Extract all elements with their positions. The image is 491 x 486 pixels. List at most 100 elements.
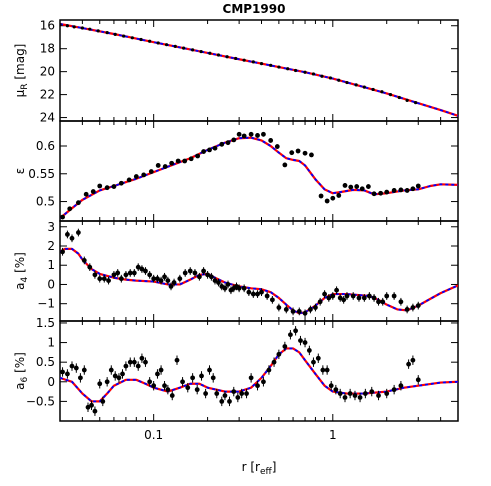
data-point	[111, 272, 117, 278]
data-point	[259, 289, 264, 295]
data-point	[165, 387, 171, 393]
y-tick-label: 0.55	[28, 167, 55, 181]
model-curve-blue	[60, 23, 458, 117]
data-point	[169, 160, 175, 166]
data-point	[391, 293, 397, 299]
data-point	[212, 145, 218, 151]
y-tick-label: −1	[37, 297, 55, 311]
data-point	[214, 391, 220, 396]
data-point	[104, 379, 110, 385]
panel-a4: −1 0 1 2 3 a4 [%]	[13, 220, 459, 322]
data-point	[259, 62, 264, 66]
data-point	[155, 163, 161, 168]
data-point	[131, 359, 137, 365]
data-point	[342, 395, 348, 400]
data-point	[158, 278, 164, 284]
data-point	[219, 398, 225, 404]
data-point	[78, 375, 83, 381]
panel-eps: 0.5 0.55 0.6 ε	[13, 120, 459, 222]
model-curve-red	[60, 136, 458, 220]
data-point	[96, 29, 100, 33]
data-point	[97, 183, 103, 189]
data-point	[242, 58, 246, 62]
data-point	[81, 367, 87, 373]
data-point	[227, 398, 232, 404]
data-point	[235, 395, 241, 400]
data-point	[277, 65, 281, 69]
data-point	[106, 278, 111, 284]
data-point	[139, 266, 145, 272]
data-point	[352, 393, 358, 398]
data-point	[97, 276, 103, 282]
data-point	[222, 285, 228, 291]
panel-muR: 16 18 20 22 24 μR [mag]	[13, 19, 459, 125]
data-point	[341, 297, 347, 303]
data-point	[371, 191, 377, 197]
data-point	[118, 276, 124, 282]
data-point	[342, 183, 348, 188]
data-point	[334, 287, 339, 293]
data-point	[354, 184, 360, 189]
y-tick-label: 1	[47, 258, 55, 272]
data-point	[302, 340, 308, 345]
data-point	[290, 308, 296, 314]
model-curve-red	[60, 247, 458, 315]
data-point	[182, 158, 188, 164]
data-point	[67, 206, 73, 212]
data-point	[87, 264, 93, 270]
y-axis-label-rest: [mag]	[13, 44, 27, 84]
data-point	[65, 24, 70, 28]
data-point	[348, 184, 354, 190]
data-point	[398, 383, 404, 389]
data-point	[162, 164, 168, 169]
data-point	[231, 137, 237, 143]
data-point	[269, 297, 275, 303]
data-point	[143, 268, 148, 274]
data-point	[380, 90, 384, 94]
data-point	[322, 291, 327, 297]
data-point	[415, 183, 421, 189]
data-point	[324, 367, 330, 373]
data-point	[173, 44, 177, 48]
data-point	[168, 283, 174, 289]
data-point	[135, 264, 141, 270]
data-point	[244, 391, 249, 396]
x-tick-label: 1	[329, 428, 337, 442]
data-point	[156, 41, 160, 45]
data-point	[326, 295, 332, 301]
data-point	[289, 150, 295, 156]
data-point	[317, 299, 323, 305]
data-point	[380, 299, 386, 305]
data-point	[201, 149, 206, 154]
data-point	[251, 60, 255, 64]
data-point	[60, 214, 65, 220]
data-point	[216, 280, 221, 285]
data-point	[83, 191, 89, 197]
data-point	[384, 189, 390, 195]
data-point	[191, 48, 195, 52]
data-point	[404, 307, 410, 312]
data-point	[250, 291, 256, 297]
data-point	[308, 307, 313, 312]
data-point	[190, 375, 196, 381]
data-point	[337, 78, 341, 82]
data-point	[216, 53, 221, 57]
data-point	[135, 363, 141, 369]
data-point	[302, 150, 308, 156]
data-point	[309, 152, 314, 158]
data-point	[315, 355, 321, 361]
data-point	[162, 274, 167, 280]
data-point	[397, 95, 401, 100]
y-axis-label-main: a	[13, 382, 27, 389]
data-point	[415, 303, 421, 309]
data-point	[113, 32, 117, 36]
data-point	[384, 391, 390, 396]
data-point	[123, 363, 129, 369]
data-point	[384, 293, 390, 299]
data-point	[141, 172, 147, 178]
data-point	[158, 367, 164, 373]
data-point	[303, 70, 307, 74]
data-point	[177, 276, 183, 282]
data-point	[148, 39, 152, 43]
data-point	[199, 373, 204, 379]
